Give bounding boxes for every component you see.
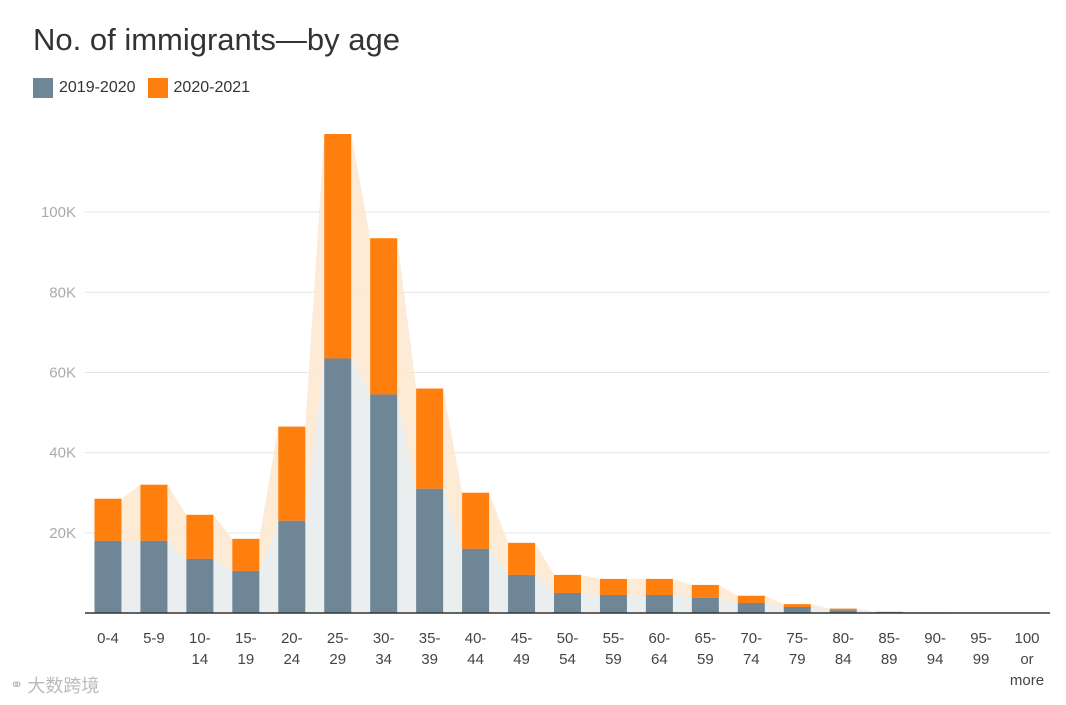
legend-swatch-2019-2020: [33, 78, 53, 98]
bar-2019-2020-75-79: [783, 606, 811, 613]
bar-2019-2020-80-84: [829, 610, 857, 613]
x-tick-label-70-74: 70-74: [740, 630, 762, 668]
bar-2020-2021-80-84: [829, 608, 857, 611]
legend: 2019-2020 2020-2021: [33, 78, 250, 98]
bar-2019-2020-5-9: [140, 540, 168, 613]
bar-2020-2021-35-39: [416, 388, 444, 489]
bar-2020-2021-40-44: [462, 492, 490, 549]
x-tick-label-40-44: 40-44: [465, 630, 487, 668]
legend-swatch-2020-2021: [147, 78, 168, 98]
bar-2020-2021-75-79: [783, 604, 811, 607]
x-tick-label-85-89: 85-89: [878, 630, 900, 668]
bar-2020-2021-70-74: [737, 595, 765, 603]
x-tick-label-100ormore: 100 or more: [1010, 630, 1044, 689]
x-tick-label-5-9: 5-9: [143, 630, 165, 647]
bar-2020-2021-55-59: [599, 578, 627, 595]
x-tick-label-65-59: 65-59: [695, 630, 717, 668]
bar-2020-2021-30-34: [370, 238, 398, 395]
x-tick-label-60-64: 60-64: [649, 630, 671, 668]
x-tick-label-75-79: 75-79: [786, 630, 808, 668]
legend-item-2019-2020: 2019-2020: [33, 78, 136, 98]
x-tick-label-95-99: 95-99: [970, 630, 992, 668]
bar-2019-2020-60-64: [645, 594, 673, 613]
x-tick-label-15-19: 15-19: [235, 630, 257, 668]
bar-2020-2021-0-4: [94, 498, 122, 541]
bar-2020-2021-5-9: [140, 484, 168, 541]
bar-2019-2020-15-19: [232, 570, 260, 613]
bar-2020-2021-25-29: [324, 134, 352, 359]
bar-2020-2021-45-49: [508, 542, 536, 575]
watermark-logo-icon: ⚭: [10, 677, 24, 694]
bar-2019-2020-65-59: [691, 597, 719, 613]
bar-2019-2020-35-39: [416, 488, 444, 613]
x-tick-label-30-34: 30-34: [373, 630, 395, 668]
bar-2019-2020-10-14: [186, 558, 214, 613]
bar-2019-2020-50-54: [554, 592, 581, 613]
watermark-text: 大数跨境: [27, 676, 100, 696]
y-tick-label-100K: 100K: [41, 204, 76, 221]
x-tick-label-25-29: 25-29: [327, 630, 349, 668]
y-tick-label-60K: 60K: [49, 365, 76, 382]
bar-2020-2021-20-24: [278, 426, 306, 521]
x-tick-label-45-49: 45-49: [511, 630, 533, 668]
bar-2020-2021-60-64: [645, 578, 673, 595]
bar-2019-2020-30-34: [370, 394, 398, 613]
x-tick-label-80-84: 80-84: [832, 630, 854, 668]
x-tick-label-20-24: 20-24: [281, 630, 303, 668]
x-tick-label-35-39: 35-39: [419, 630, 441, 668]
bar-2019-2020-40-44: [462, 548, 490, 613]
bar-2019-2020-20-24: [278, 520, 306, 613]
y-tick-label-40K: 40K: [49, 445, 76, 462]
legend-label-2019-2020: 2019-2020: [59, 79, 136, 96]
bar-2020-2021-50-54: [554, 574, 581, 593]
x-tick-label-55-59: 55-59: [603, 630, 625, 668]
bar-2019-2020-55-59: [599, 594, 627, 613]
bar-2020-2021-15-19: [232, 538, 260, 571]
chart-title: No. of immigrants—by age: [33, 22, 400, 57]
watermark: ⚭ 大数跨境: [10, 672, 99, 698]
bar-2020-2021-10-14: [186, 514, 214, 559]
bar-2019-2020-70-74: [737, 602, 765, 613]
x-tick-label-50-54: 50-54: [557, 630, 579, 668]
x-tick-label-10-14: 10-14: [189, 630, 211, 668]
legend-item-2020-2021: 2020-2021: [147, 78, 251, 98]
bar-2019-2020-45-49: [508, 574, 536, 613]
x-tick-label-90-94: 90-94: [924, 630, 946, 668]
bar-2019-2020-25-29: [324, 358, 352, 613]
legend-label-2020-2021: 2020-2021: [173, 79, 251, 96]
y-tick-label-20K: 20K: [49, 525, 76, 542]
y-tick-label-80K: 80K: [49, 284, 76, 301]
bar-2020-2021-65-59: [691, 584, 719, 598]
bar-2019-2020-0-4: [94, 540, 122, 613]
x-tick-label-0-4: 0-4: [97, 630, 119, 647]
